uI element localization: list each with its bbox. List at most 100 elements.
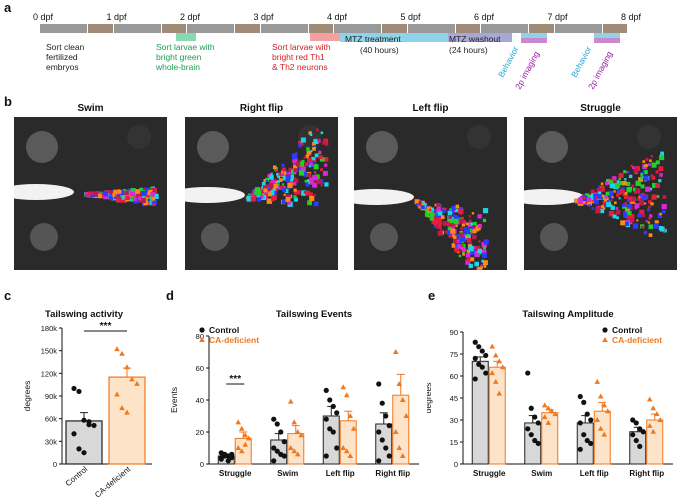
tail-trace-point <box>295 190 301 195</box>
control-point <box>327 397 333 403</box>
control-point <box>633 420 639 426</box>
tail-trace-point <box>274 191 278 195</box>
control-point <box>218 455 224 461</box>
tail-trace-point <box>574 199 579 203</box>
tail-trace-point <box>627 214 631 219</box>
tail-trace-point <box>648 233 653 237</box>
ca-point <box>343 392 350 398</box>
tail-trace-point <box>85 192 88 195</box>
tail-trace-point <box>453 214 456 217</box>
tail-trace-point <box>651 162 657 168</box>
tail-trace-point <box>624 221 629 226</box>
ca-point <box>396 445 403 450</box>
bar <box>541 412 559 465</box>
timeline-day-label: 7 dpf <box>547 12 568 22</box>
control-point <box>577 420 583 426</box>
tail-trace-point <box>641 192 645 197</box>
ca-point <box>496 358 503 364</box>
fish-body <box>354 189 414 205</box>
tail-trace-point <box>448 223 452 228</box>
y-tick-label: 20 <box>196 428 204 437</box>
control-point <box>323 453 329 459</box>
tail-trace-point <box>150 199 153 202</box>
tail-trace-point <box>445 230 449 234</box>
tail-trace-point <box>662 195 667 199</box>
tail-trace-point <box>451 243 457 248</box>
ca-point <box>124 364 130 370</box>
tail-trace-point <box>651 194 657 200</box>
fish-body <box>185 187 245 203</box>
timeline-segment <box>407 24 455 33</box>
tail-trace-point <box>259 194 264 199</box>
legend-label: Control <box>612 325 642 335</box>
tail-trace-point <box>600 182 604 186</box>
pane-struggle <box>524 117 677 270</box>
y-axis-label: degrees <box>22 381 32 412</box>
tail-trace-point <box>119 190 125 196</box>
tail-trace-point <box>300 137 306 143</box>
note-line: Sort larvae with <box>156 42 215 52</box>
tail-trace-point <box>278 178 283 182</box>
tail-trace-point <box>641 213 645 218</box>
control-point <box>376 458 382 464</box>
tail-trace-point <box>623 192 628 197</box>
frame-well-light <box>201 223 229 251</box>
tail-trace-point <box>481 241 487 248</box>
y-tick-label: 180k <box>41 324 58 333</box>
tail-trace-point <box>309 162 313 167</box>
ca-point <box>403 413 410 418</box>
bar <box>593 410 611 465</box>
control-point <box>476 361 482 367</box>
tail-trace-point <box>259 187 265 194</box>
timeline-segment <box>529 24 554 33</box>
tail-trace-point <box>139 187 144 192</box>
tail-trace-point <box>434 203 438 207</box>
tail-trace-point <box>611 196 614 199</box>
tail-trace-point <box>119 197 126 203</box>
control-point <box>334 410 340 416</box>
tail-trace-point <box>648 224 654 230</box>
tail-trace-point <box>650 202 654 206</box>
control-point <box>81 417 87 423</box>
tail-trace-point <box>305 181 310 186</box>
tail-trace-point <box>458 208 464 214</box>
y-tick-label: 150k <box>41 347 58 356</box>
x-tick-label: Left flip <box>326 469 355 478</box>
tail-trace-point <box>277 175 281 179</box>
timeline-segment <box>455 24 480 33</box>
pane-title-right-flip: Right flip <box>239 103 284 114</box>
tail-trace-point <box>623 212 629 218</box>
tail-trace-point <box>473 221 477 226</box>
tail-trace-point <box>630 196 636 202</box>
tail-trace-point <box>450 219 454 224</box>
timeline-day-label: 0 dpf <box>32 12 54 22</box>
ca-point <box>114 391 120 397</box>
significance-label: *** <box>100 321 112 332</box>
tail-trace-point <box>468 263 473 269</box>
tail-trace-point <box>467 222 473 228</box>
tail-trace-point <box>645 220 648 223</box>
tail-trace-point <box>632 187 637 192</box>
y-tick-label: 60k <box>45 415 57 424</box>
tail-trace-point <box>312 174 318 181</box>
tail-trace-point <box>263 179 267 182</box>
tail-trace-point <box>615 210 620 215</box>
chart-tailswing-amplitude: Tailswing Amplitude 0 15 30 45 60 75 90 degrees S… <box>427 309 673 478</box>
control-point <box>479 348 485 354</box>
timeline-treatment-bar <box>594 33 620 38</box>
tail-trace-point <box>313 164 319 170</box>
ca-point <box>124 409 130 415</box>
control-point <box>577 446 583 452</box>
ca-point <box>399 453 406 458</box>
ca-point <box>347 413 354 418</box>
tail-trace-point <box>597 191 602 195</box>
tail-trace-point <box>656 220 659 224</box>
tail-trace-point <box>312 146 316 151</box>
ca-point <box>287 445 294 450</box>
control-point <box>281 439 287 445</box>
x-tick-label: CA-deficient <box>93 464 133 499</box>
tail-trace-point <box>304 162 309 167</box>
tail-trace-point <box>640 173 643 176</box>
tail-trace-point <box>627 210 632 216</box>
tail-trace-point <box>595 208 601 214</box>
